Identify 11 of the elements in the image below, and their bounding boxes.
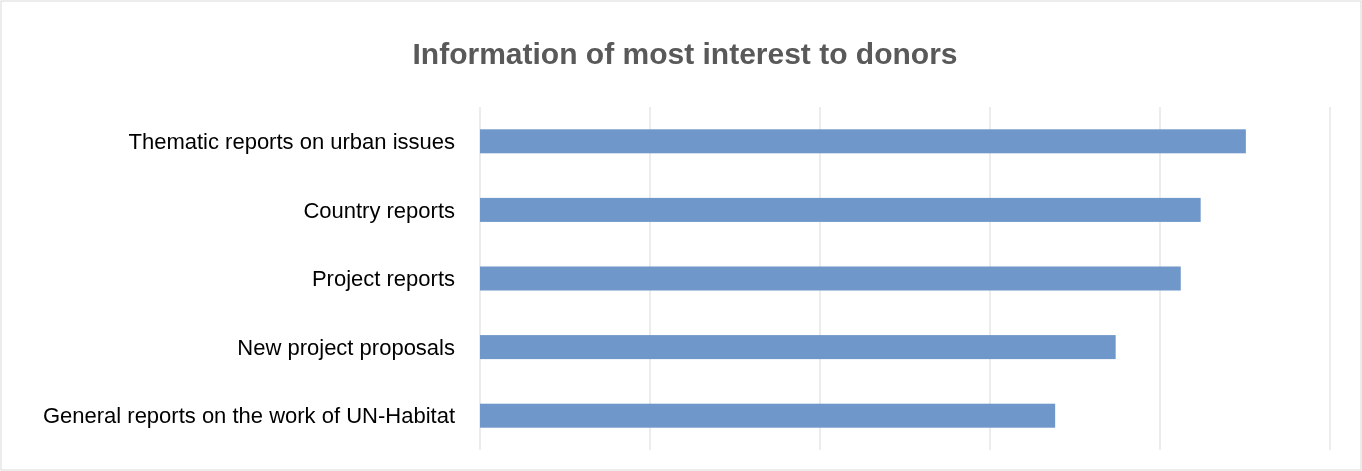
bar (480, 335, 1116, 360)
y-tick-label: New project proposals (237, 334, 455, 360)
bar (480, 197, 1201, 222)
y-tick-label: Project reports (311, 266, 455, 292)
y-tick-label: Thematic reports on urban issues (128, 129, 455, 154)
y-tick-label: Country reports (303, 197, 455, 223)
y-tick-label: General reports on the work of UN-Habitat (42, 403, 455, 429)
chart-title: Information of most interest to donors (412, 37, 958, 70)
bar (480, 266, 1181, 291)
bar (480, 403, 1056, 428)
bar (480, 129, 1246, 154)
